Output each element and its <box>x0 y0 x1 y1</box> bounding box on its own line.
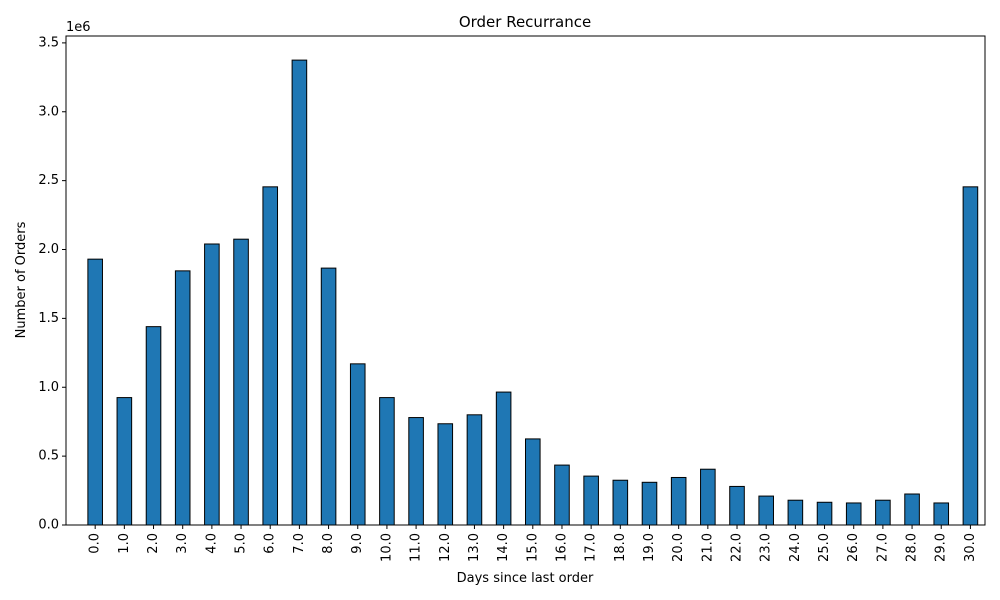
bar-6.0 <box>262 186 279 526</box>
x-tick-label: 7.0 <box>292 533 307 554</box>
x-tick-label: 23.0 <box>759 533 774 562</box>
x-tick-label: 28.0 <box>905 533 920 562</box>
bar-14.0 <box>495 391 512 526</box>
bar-15.0 <box>525 438 541 526</box>
bar-7.0 <box>291 59 308 526</box>
bar-20.0 <box>670 476 687 526</box>
x-tick-label: 15.0 <box>525 533 540 562</box>
x-tick-label: 1.0 <box>117 533 132 554</box>
bar-13.0 <box>466 414 483 526</box>
bar-16.0 <box>554 464 570 526</box>
x-tick-label: 4.0 <box>204 533 219 554</box>
x-tick-label: 8.0 <box>321 533 336 554</box>
y-offset-label: 1e6 <box>66 20 91 35</box>
x-tick-label: 25.0 <box>817 533 832 562</box>
x-tick-label: 30.0 <box>963 533 978 562</box>
y-tick-label: 2.5 <box>38 173 59 188</box>
x-tick-label: 13.0 <box>467 533 482 562</box>
bar-26.0 <box>845 502 862 526</box>
plot-frame <box>65 35 986 526</box>
y-tick-label: 1.0 <box>38 380 59 395</box>
x-tick-label: 16.0 <box>554 533 569 562</box>
y-ticks-group: 0.0 0.5 1.0 1.5 2.0 2.5 3.0 3.5 <box>38 35 66 533</box>
x-tick-label: 29.0 <box>934 533 949 562</box>
chart-title: Order Recurrance <box>459 13 591 31</box>
x-tick-label: 21.0 <box>700 533 715 562</box>
bar-9.0 <box>349 363 366 526</box>
y-tick-label: 2.0 <box>38 242 59 257</box>
bar-4.0 <box>204 243 220 526</box>
bar-12.0 <box>437 423 454 526</box>
bar-19.0 <box>641 481 658 526</box>
x-tick-label: 26.0 <box>846 533 861 562</box>
x-tick-label: 17.0 <box>584 533 599 562</box>
x-tick-label: 2.0 <box>146 533 161 554</box>
x-tick-label: 3.0 <box>175 533 190 554</box>
bar-28.0 <box>904 493 920 526</box>
bar-21.0 <box>700 468 716 526</box>
bar-27.0 <box>875 499 891 526</box>
y-axis-label: Number of Orders <box>14 221 29 338</box>
x-tick-label: 6.0 <box>263 533 278 554</box>
x-tick-label: 11.0 <box>409 533 424 562</box>
bar-0.0 <box>87 258 103 526</box>
bar-1.0 <box>116 397 133 526</box>
x-tick-label: 10.0 <box>379 533 394 562</box>
bar-5.0 <box>233 238 249 526</box>
x-tick-label: 20.0 <box>671 533 686 562</box>
bar-23.0 <box>758 495 774 526</box>
bar-11.0 <box>408 417 424 526</box>
y-tick-label: 0.0 <box>38 518 59 533</box>
bar-29.0 <box>933 502 950 526</box>
x-tick-label: 0.0 <box>88 533 103 554</box>
y-tick-label: 3.0 <box>38 104 59 119</box>
x-axis-label: Days since last order <box>457 571 594 586</box>
x-tick-label: 22.0 <box>730 533 745 562</box>
x-tick-label: 5.0 <box>234 533 249 554</box>
x-tick-label: 9.0 <box>350 533 365 554</box>
x-tick-label: 14.0 <box>496 533 511 562</box>
bar-2.0 <box>145 326 162 526</box>
bar-24.0 <box>787 499 804 526</box>
x-ticks-group: 0.0 1.0 2.0 3.0 4.0 5.0 6.0 7.0 8.0 9.0 10.0 11.0 12… <box>88 525 978 562</box>
bars-group <box>87 59 979 526</box>
bar-25.0 <box>816 501 833 526</box>
bar-3.0 <box>174 270 191 526</box>
x-tick-label: 12.0 <box>438 533 453 562</box>
bar-8.0 <box>320 267 337 526</box>
bar-10.0 <box>379 397 395 526</box>
y-tick-label: 3.5 <box>38 35 59 50</box>
x-tick-label: 24.0 <box>788 533 803 562</box>
x-tick-label: 18.0 <box>613 533 628 562</box>
bar-18.0 <box>612 479 629 526</box>
x-tick-label: 19.0 <box>642 533 657 562</box>
bar-30.0 <box>962 186 979 526</box>
bar-17.0 <box>583 475 599 526</box>
bar-22.0 <box>729 485 745 526</box>
y-tick-label: 1.5 <box>38 311 59 326</box>
y-tick-label: 0.5 <box>38 449 59 464</box>
x-tick-label: 27.0 <box>875 533 890 562</box>
